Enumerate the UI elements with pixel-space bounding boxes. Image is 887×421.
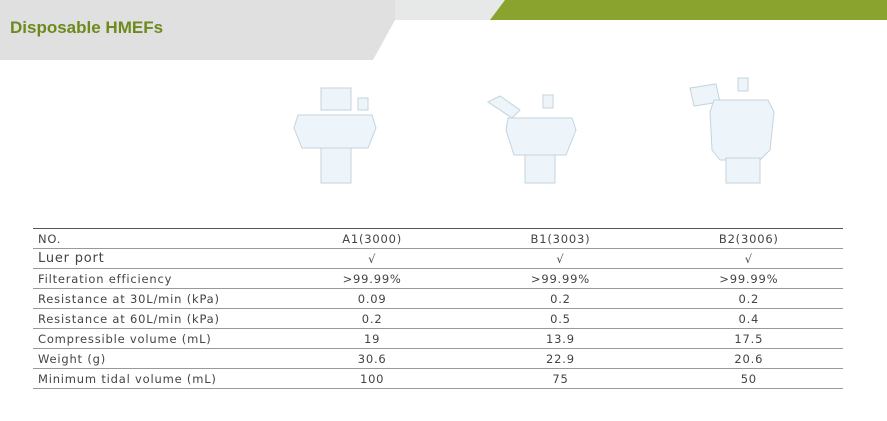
table-cell: 75 — [466, 368, 655, 389]
table-cell: 0.09 — [278, 288, 467, 309]
table-row: Luer port √ √ √ — [33, 248, 843, 269]
table-cell: 13.9 — [466, 328, 655, 349]
row-label: Resistance at 60L/min (kPa) — [33, 308, 278, 329]
table-cell: 0.4 — [654, 308, 843, 329]
table-cell: 0.2 — [654, 288, 843, 309]
row-label: Resistance at 30L/min (kPa) — [33, 288, 278, 309]
table-cell: B2(3006) — [654, 228, 843, 249]
table-cell: √ — [278, 248, 467, 269]
table-cell: 22.9 — [466, 348, 655, 369]
table-cell: 100 — [278, 368, 467, 389]
row-label: NO. — [33, 228, 278, 249]
table-cell: 17.5 — [654, 328, 843, 349]
table-cell: 20.6 — [654, 348, 843, 369]
table-row: Resistance at 30L/min (kPa) 0.09 0.2 0.2 — [33, 288, 843, 309]
table-cell: B1(3003) — [466, 228, 655, 249]
row-label: Weight (g) — [33, 348, 278, 369]
table-cell: 0.5 — [466, 308, 655, 329]
table-cell: 30.6 — [278, 348, 467, 369]
table-row: Filteration efficiency >99.99% >99.99% >99.… — [33, 268, 843, 289]
table-row: Weight (g) 30.6 22.9 20.6 — [33, 348, 843, 369]
table-cell: >99.99% — [466, 268, 655, 289]
table-cell: 0.2 — [278, 308, 467, 329]
table-cell: A1(3000) — [278, 228, 467, 249]
table-row: Minimum tidal volume (mL) 100 75 50 — [33, 368, 843, 389]
table-cell: √ — [654, 248, 843, 269]
table-cell: 50 — [654, 368, 843, 389]
row-label: Minimum tidal volume (mL) — [33, 368, 278, 389]
table-cell: 0.2 — [466, 288, 655, 309]
table-cell: 19 — [278, 328, 467, 349]
row-label: Luer port — [33, 248, 278, 269]
table-cell: >99.99% — [278, 268, 467, 289]
row-label: Compressible volume (mL) — [33, 328, 278, 349]
row-label: Filteration efficiency — [33, 268, 278, 289]
table-row: NO. A1(3000) B1(3003) B2(3006) — [33, 228, 843, 249]
spec-table: NO. A1(3000) B1(3003) B2(3006) Luer port √ √ √ F… — [33, 228, 843, 389]
table-row: Resistance at 60L/min (kPa) 0.2 0.5 0.4 — [33, 308, 843, 329]
table-cell: >99.99% — [654, 268, 843, 289]
table-row: Compressible volume (mL) 19 13.9 17.5 — [33, 328, 843, 349]
table-cell: √ — [466, 248, 655, 269]
page-title: Disposable HMEFs — [10, 18, 164, 37]
